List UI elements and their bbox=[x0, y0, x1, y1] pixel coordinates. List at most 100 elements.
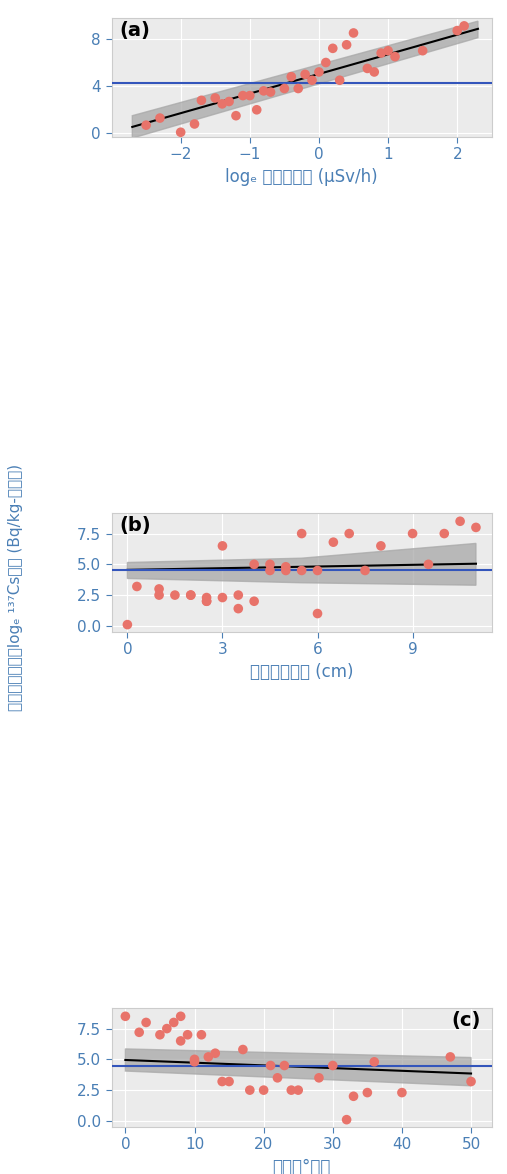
Point bbox=[260, 81, 268, 100]
Point bbox=[361, 561, 369, 580]
Point bbox=[219, 537, 227, 555]
Point bbox=[171, 586, 179, 605]
Point bbox=[456, 512, 464, 531]
Point bbox=[250, 555, 258, 574]
Point bbox=[345, 524, 353, 542]
Point bbox=[142, 116, 150, 135]
Point bbox=[313, 561, 321, 580]
Point bbox=[133, 578, 141, 596]
Point bbox=[163, 1019, 171, 1038]
Point bbox=[377, 537, 385, 555]
Point bbox=[266, 561, 274, 580]
Point bbox=[246, 86, 254, 104]
Point bbox=[280, 79, 288, 97]
Point bbox=[218, 94, 226, 113]
Point bbox=[176, 1032, 185, 1051]
Point bbox=[419, 41, 427, 60]
Polygon shape bbox=[125, 1048, 471, 1086]
X-axis label: 斜度（°　）: 斜度（° ） bbox=[272, 1158, 331, 1174]
Point bbox=[234, 586, 242, 605]
Point bbox=[336, 70, 344, 89]
Point bbox=[225, 92, 233, 110]
Polygon shape bbox=[132, 21, 478, 139]
Point bbox=[315, 62, 323, 81]
Point bbox=[156, 109, 164, 128]
Point bbox=[391, 47, 399, 66]
Point bbox=[343, 1111, 351, 1129]
Point bbox=[191, 1050, 199, 1068]
Point bbox=[329, 39, 337, 58]
Point bbox=[282, 561, 290, 580]
Point bbox=[349, 1087, 357, 1106]
Point bbox=[155, 580, 163, 599]
Point bbox=[467, 1072, 475, 1091]
Point bbox=[252, 101, 261, 120]
Point bbox=[273, 1068, 281, 1087]
Point bbox=[184, 1025, 192, 1044]
Point bbox=[232, 107, 240, 126]
Point bbox=[280, 1057, 288, 1075]
Point bbox=[329, 1057, 337, 1075]
Point bbox=[267, 1057, 275, 1075]
Point bbox=[343, 35, 351, 54]
Point bbox=[225, 1072, 233, 1091]
Polygon shape bbox=[127, 544, 476, 586]
Point bbox=[294, 79, 302, 97]
Point bbox=[377, 43, 385, 62]
Point bbox=[301, 65, 309, 83]
Point bbox=[315, 1068, 323, 1087]
Point bbox=[308, 70, 316, 89]
Text: (c): (c) bbox=[451, 1011, 480, 1031]
Point bbox=[370, 62, 378, 81]
Point bbox=[176, 123, 185, 142]
Point bbox=[197, 90, 205, 109]
Point bbox=[446, 1047, 454, 1066]
Point bbox=[203, 592, 211, 610]
Point bbox=[142, 1013, 150, 1032]
Point bbox=[364, 59, 372, 77]
Point bbox=[398, 1084, 406, 1102]
Point bbox=[364, 1084, 372, 1102]
Text: 野生タラノメのlogₑ ¹³⁷Cs濃度 (Bq/kg-生重量): 野生タラノメのlogₑ ¹³⁷Cs濃度 (Bq/kg-生重量) bbox=[8, 464, 23, 710]
Point bbox=[287, 67, 296, 86]
Point bbox=[260, 1081, 268, 1100]
Point bbox=[211, 1044, 220, 1062]
Point bbox=[211, 88, 220, 107]
Text: (b): (b) bbox=[119, 517, 151, 535]
Text: (a): (a) bbox=[119, 21, 150, 40]
Point bbox=[234, 599, 242, 618]
Point bbox=[267, 82, 275, 101]
Point bbox=[384, 41, 392, 60]
Point bbox=[313, 605, 321, 623]
Point bbox=[187, 586, 195, 605]
Point bbox=[156, 1025, 164, 1044]
Point bbox=[176, 1007, 185, 1026]
Point bbox=[191, 1052, 199, 1071]
Point bbox=[218, 1072, 226, 1091]
Point bbox=[170, 1013, 178, 1032]
Point bbox=[370, 1052, 378, 1071]
Point bbox=[135, 1023, 143, 1041]
Point bbox=[322, 53, 330, 72]
Point bbox=[121, 1007, 129, 1026]
Point bbox=[239, 1040, 247, 1059]
Point bbox=[246, 1081, 254, 1100]
Point bbox=[424, 555, 432, 574]
Point bbox=[287, 1081, 296, 1100]
Point bbox=[191, 115, 199, 134]
Point bbox=[282, 558, 290, 576]
Point bbox=[239, 86, 247, 104]
Point bbox=[409, 524, 417, 542]
Point bbox=[203, 588, 211, 607]
Point bbox=[294, 1081, 302, 1100]
Point bbox=[123, 615, 131, 634]
Point bbox=[219, 588, 227, 607]
Point bbox=[204, 1047, 212, 1066]
Point bbox=[472, 518, 480, 537]
Point bbox=[349, 23, 357, 42]
Point bbox=[187, 586, 195, 605]
Point bbox=[453, 21, 461, 40]
Point bbox=[197, 1025, 205, 1044]
Point bbox=[460, 16, 468, 35]
Point bbox=[330, 533, 338, 552]
